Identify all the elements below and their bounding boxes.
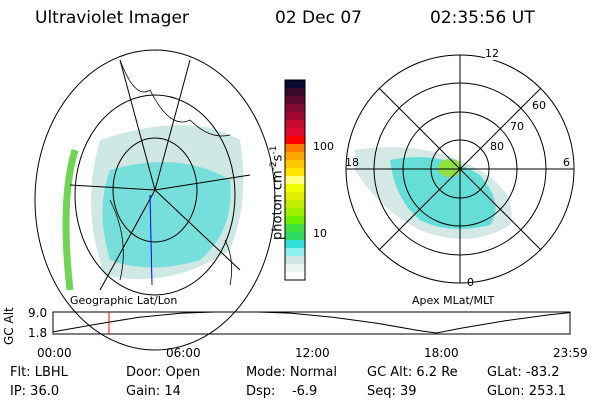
gc-alt-status: GC Alt: 6.2 Re <box>367 365 458 380</box>
colorbar-segment <box>285 88 305 97</box>
xtick-1200: 12:00 <box>295 346 330 360</box>
colorbar-segment <box>285 128 305 137</box>
colorbar <box>284 79 306 281</box>
mlt-label-0: 0 <box>467 276 474 289</box>
ytick-9: 9.0 <box>28 306 48 320</box>
colorbar-segment <box>285 104 305 113</box>
colorbar-segment <box>285 184 305 193</box>
colorbar-exp1: -2 <box>269 161 279 171</box>
colorbar-frame <box>284 79 306 281</box>
colorbar-segment <box>285 240 305 249</box>
colorbar-segment <box>285 80 305 89</box>
mlat-label-70: 70 <box>510 120 524 133</box>
colorbar-segment <box>285 200 305 209</box>
xtick-0000: 00:00 <box>37 346 72 360</box>
colorbar-segment <box>285 120 305 129</box>
mlt-label-12: 12 <box>485 47 499 60</box>
colorbar-tick-10: 10 <box>313 227 327 240</box>
colorbar-segment <box>285 264 305 273</box>
colorbar-segment <box>285 144 305 153</box>
colorbar-exp2: -1 <box>269 145 279 155</box>
filter-status: Flt: LBHL <box>10 365 68 380</box>
colorbar-segment <box>285 160 305 169</box>
colorbar-segment <box>285 152 305 161</box>
time-label: 02:35:56 UT <box>430 8 535 28</box>
instrument-title: Ultraviolet Imager <box>35 8 189 28</box>
colorbar-segment <box>285 176 305 185</box>
colorbar-segment <box>285 168 305 177</box>
altitude-curve <box>52 311 571 334</box>
colorbar-segment <box>285 256 305 265</box>
mlat-label-60: 60 <box>532 99 546 112</box>
colorbar-segment <box>285 136 305 145</box>
colorbar-segment <box>285 216 305 225</box>
xtick-2359: 23:59 <box>553 346 588 360</box>
ip-status: IP: 36.0 <box>10 384 60 399</box>
geographic-map <box>34 49 276 351</box>
mode-status: Mode: Normal <box>246 365 337 380</box>
colorbar-unit2: s <box>270 154 286 162</box>
colorbar-unit: photon cm <box>270 170 286 240</box>
altitude-ylabel: GC Alt <box>2 307 16 345</box>
colorbar-tick-100: 100 <box>313 140 334 153</box>
glat-status: GLat: -83.2 <box>487 365 560 380</box>
ytick-1-8: 1.8 <box>28 326 48 340</box>
altitude-plot <box>52 311 571 334</box>
polar-mlat-mlt-plot <box>345 54 575 284</box>
door-status: Door: Open <box>126 365 201 380</box>
seq-status: Seq: 39 <box>367 384 417 399</box>
colorbar-segment <box>285 248 305 257</box>
gain-status: Gain: 14 <box>126 384 181 399</box>
glon-status: GLon: 253.1 <box>487 384 567 399</box>
xtick-0600: 06:00 <box>166 346 201 360</box>
date-label: 02 Dec 07 <box>275 8 362 28</box>
colorbar-segment <box>285 192 305 201</box>
colorbar-segment <box>285 96 305 105</box>
xtick-1800: 18:00 <box>424 346 459 360</box>
colorbar-label: photon cm-2s-1 <box>269 146 285 240</box>
colorbar-segment <box>285 232 305 241</box>
colorbar-segment <box>285 272 305 281</box>
colorbar-segment <box>285 208 305 217</box>
mlat-label-80: 80 <box>490 140 504 153</box>
mlt-label-18: 18 <box>345 156 359 169</box>
right-panel-label: Apex MLat/MLT <box>412 294 495 307</box>
colorbar-segment <box>285 112 305 121</box>
left-panel-label: Geographic Lat/Lon <box>70 294 178 307</box>
altitude-plot-frame <box>52 311 571 335</box>
dsp-status: Dsp: -6.9 <box>246 384 318 399</box>
mlt-label-6: 6 <box>563 156 570 169</box>
colorbar-segment <box>285 224 305 233</box>
